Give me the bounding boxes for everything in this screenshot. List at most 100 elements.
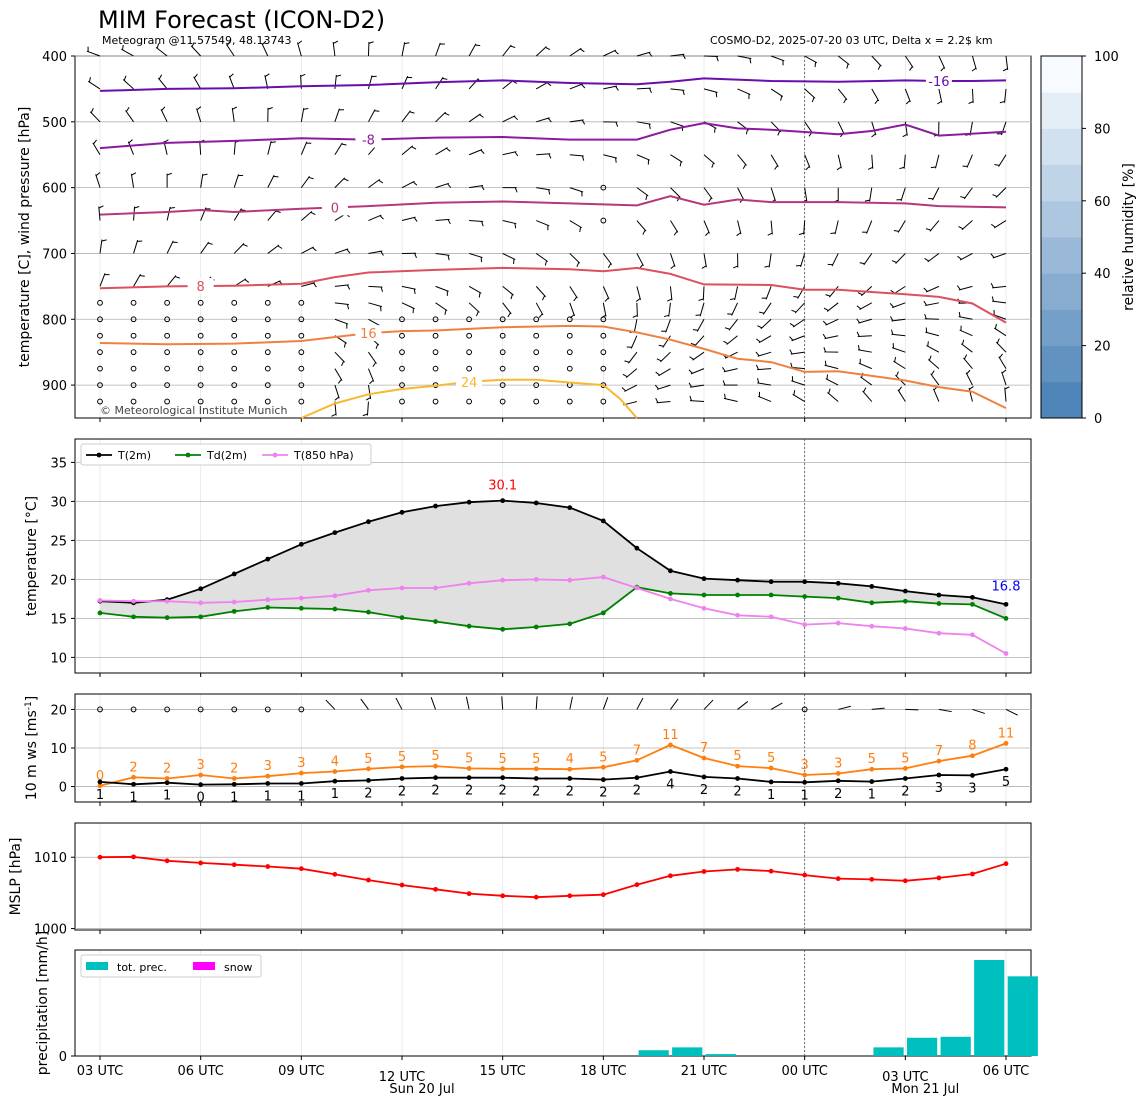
y-tick-label: 1010 xyxy=(34,851,67,866)
x-tick-label: 03 UTC xyxy=(77,1064,123,1079)
mean-wind-value-label: 3 xyxy=(968,781,976,796)
gust-point xyxy=(1003,740,1009,746)
wind-barb-flag xyxy=(346,284,351,290)
wind-barb-flag xyxy=(856,331,860,337)
wind-barb xyxy=(200,173,204,188)
wind-barb xyxy=(897,220,906,233)
wind-barb xyxy=(435,147,448,156)
wind-barb xyxy=(737,220,742,235)
wind-barb xyxy=(401,216,416,222)
mean-wind-point xyxy=(265,781,271,786)
mean-wind-value-label: 2 xyxy=(431,784,439,799)
calm-wind-marker xyxy=(499,349,506,356)
legend-label: T(2m) xyxy=(117,449,151,462)
calm-wind-marker xyxy=(533,349,540,356)
x-tick-label: 03 UTC xyxy=(882,1070,928,1085)
wind-barb-flag xyxy=(479,114,484,118)
wind-barb xyxy=(837,88,848,101)
wind-barb-flag xyxy=(334,396,340,401)
wind-barb xyxy=(926,345,940,353)
gust-value-label: 2 xyxy=(230,761,238,776)
mslp-point xyxy=(869,876,875,882)
wind-barb xyxy=(757,368,772,371)
wind-barb-flag xyxy=(701,265,707,269)
wind-barb xyxy=(689,400,705,403)
wind-barb xyxy=(804,187,808,202)
wind-barb-flag xyxy=(368,41,374,44)
gust-point xyxy=(668,742,673,748)
wind-barb xyxy=(468,113,481,123)
t850-point xyxy=(198,600,204,606)
colorbar-tick-label: 100 xyxy=(1094,50,1119,65)
wind-barb-flag xyxy=(166,172,172,176)
wind-barb xyxy=(166,240,174,254)
wind-barb-flag xyxy=(711,162,714,168)
calm-wind-marker xyxy=(566,398,573,405)
calm-wind-marker xyxy=(197,349,204,356)
wind-barb xyxy=(368,318,381,327)
x-tick-label: 06 UTC xyxy=(177,1064,223,1079)
sounding-panel-frame xyxy=(74,55,1032,419)
mean-wind-series-line xyxy=(99,768,1007,786)
t850-point xyxy=(231,599,237,605)
wind-barb xyxy=(662,335,671,348)
colorbar-band xyxy=(1041,273,1082,310)
wind-barb-flag xyxy=(404,42,410,45)
wind-barb xyxy=(925,331,940,337)
calm-wind-marker xyxy=(399,365,405,372)
calm-wind-marker xyxy=(600,316,607,323)
wind-barb-flag xyxy=(412,181,418,186)
wind-barb xyxy=(656,384,671,390)
y-tick-label: 15 xyxy=(50,612,67,627)
calm-wind-marker xyxy=(466,365,473,372)
wind-barb xyxy=(401,42,406,57)
wind-barb-flag xyxy=(937,100,942,105)
wind-barb-flag xyxy=(994,323,997,329)
wind-barb xyxy=(992,285,1007,289)
wind-barb-flag xyxy=(481,221,484,227)
wind-barb-flag xyxy=(1002,68,1008,72)
calm-wind-marker xyxy=(432,365,439,372)
wind-barb-flag xyxy=(957,255,962,260)
wind-barb xyxy=(737,88,751,96)
wind-barb-flag xyxy=(125,107,130,112)
mslp-point xyxy=(97,854,103,860)
wind-barb-flag xyxy=(300,73,306,77)
wind-barb-flag xyxy=(232,106,238,110)
legend-swatch xyxy=(86,962,108,970)
wind-barb-flag xyxy=(909,66,913,71)
precip-bar xyxy=(974,960,1005,1056)
wind-barb xyxy=(95,174,101,188)
wind-barb-flag xyxy=(689,395,692,401)
wind-barb-flag xyxy=(615,157,617,163)
wind-barb-flag xyxy=(924,313,927,319)
mslp-point xyxy=(735,866,740,872)
calm-wind-marker xyxy=(231,349,238,356)
calm-wind-marker xyxy=(566,349,573,356)
mslp-point xyxy=(1003,861,1009,867)
t2m-point xyxy=(634,545,640,551)
wind-barb-flag xyxy=(343,178,349,182)
mslp-point xyxy=(634,882,640,888)
calm-wind-marker xyxy=(298,349,305,356)
td2m-point xyxy=(500,626,506,632)
isotherm-label: -16 xyxy=(928,75,949,90)
wind-barb xyxy=(791,335,805,342)
wind-barb-flag xyxy=(481,185,485,191)
wind-barb-flag xyxy=(789,349,793,355)
wind-barb-flag xyxy=(308,176,314,180)
wind-barb-flag xyxy=(513,115,519,121)
temperature-y-axis-label: temperature [°C] xyxy=(24,496,40,616)
wind-barb-flag xyxy=(476,311,479,317)
mslp-point xyxy=(768,868,774,874)
wind-barb-flag xyxy=(867,166,873,170)
wind-barb xyxy=(435,302,448,312)
wind-barb xyxy=(502,115,516,123)
wind-barb-flag xyxy=(161,106,166,111)
wind-barb-flag xyxy=(369,379,374,385)
wind-barb-flag xyxy=(514,223,517,229)
mslp-point xyxy=(231,862,237,868)
colorbar-frame xyxy=(1040,55,1083,419)
t2m-point xyxy=(433,503,438,509)
wind-barb xyxy=(535,696,538,710)
